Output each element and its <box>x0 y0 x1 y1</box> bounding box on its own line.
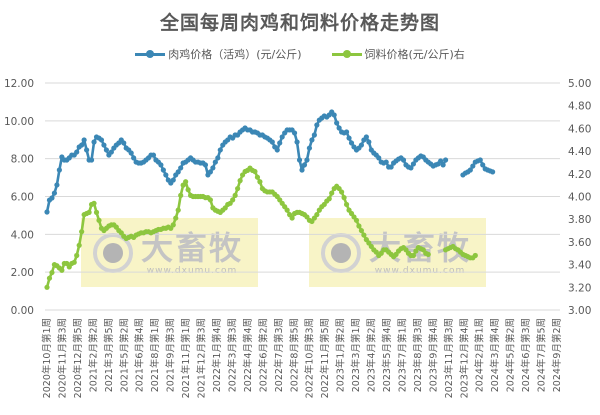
x-tick-label: 2024年5月第2周 <box>505 318 517 392</box>
y2-tick-label: 3.40 <box>568 260 591 272</box>
x-tick-label: 2023年5月第4周 <box>381 318 393 392</box>
y-tick-label: 0.00 <box>11 305 34 317</box>
watermark-url: www.dxumu.com <box>146 265 238 276</box>
x-tick-label: 2022年1月第4周 <box>211 318 223 392</box>
legend-label-feed: 饲料价格(元/公斤)右 <box>364 48 465 61</box>
x-tick-label: 2021年3月第5周 <box>103 318 115 392</box>
y2-tick-label: 3.80 <box>568 214 591 226</box>
x-tick-label: 2022年8月第5周 <box>288 318 300 392</box>
x-tick-label: 2023年1月第2周 <box>335 318 347 392</box>
x-tick-label: 2020年10月第1周 <box>41 318 53 398</box>
legend-label-chicken: 肉鸡价格（活鸡）(元/公斤) <box>168 48 302 61</box>
x-tick-label: 2020年11月第3周 <box>56 318 68 398</box>
y2-tick-label: 3.00 <box>568 305 591 317</box>
series-chicken-price <box>44 109 496 215</box>
series-lines <box>44 109 496 290</box>
y-axis-right: 3.00 3.20 3.40 3.60 3.80 4.00 4.20 4.40 4.60 4.80… <box>568 78 591 317</box>
x-tick-label: 2024年3月第4周 <box>489 318 501 392</box>
y-tick-label: 8.00 <box>11 154 34 166</box>
chart-title: 全国每周肉鸡和饲料价格走势图 <box>159 12 440 34</box>
y2-tick-label: 4.80 <box>568 101 591 113</box>
x-tick-label: 2023年12月第4周 <box>458 318 470 398</box>
y2-tick-label: 5.00 <box>568 78 591 90</box>
legend-item-feed: 饲料价格(元/公斤)右 <box>331 46 465 62</box>
watermark-brand: 大畜牧 <box>141 228 244 267</box>
watermark-1: 大畜牧 www.dxumu.com <box>81 218 258 287</box>
x-tick-label: 2021年2月第2周 <box>87 318 99 392</box>
x-tick-label: 2020年12月第5周 <box>72 318 84 398</box>
y2-tick-label: 4.00 <box>568 192 591 204</box>
x-tick-label: 2022年7月第3周 <box>273 318 285 392</box>
gridlines <box>45 82 560 311</box>
watermark-url: www.dxumu.com <box>374 265 466 276</box>
y2-tick-label: 4.60 <box>568 123 591 135</box>
x-tick-label: 2023年11月第3周 <box>443 318 455 398</box>
legend: 肉鸡价格（活鸡）(元/公斤) 饲料价格(元/公斤)右 <box>0 46 600 62</box>
legend-item-chicken: 肉鸡价格（活鸡）(元/公斤) <box>135 46 302 62</box>
legend-swatch-feed-icon <box>331 49 362 58</box>
y2-tick-label: 3.60 <box>568 237 591 249</box>
y-tick-label: 10.00 <box>4 116 34 128</box>
x-tick-label: 2021年8月第1周 <box>149 318 161 392</box>
x-tick-label: 2023年8月第3周 <box>412 318 424 392</box>
x-tick-label: 2023年3月第1周 <box>350 318 362 392</box>
x-tick-label: 2023年4月第2周 <box>366 318 378 392</box>
legend-swatch-chicken-icon <box>135 49 166 58</box>
x-tick-label: 2021年11月第1周 <box>180 318 192 398</box>
x-tick-label: 2022年4月第4周 <box>242 318 254 392</box>
x-tick-label: 2022年3月第3周 <box>226 318 238 392</box>
x-tick-label: 2024年9月第2周 <box>551 318 563 392</box>
x-tick-label: 2022年6月第2周 <box>257 318 269 392</box>
y-axis-left: 0.00 2.00 4.00 6.00 8.00 10.00 12.00 <box>4 78 34 317</box>
y-tick-label: 6.00 <box>11 192 34 204</box>
x-tick-label: 2024年7月第5周 <box>536 318 548 392</box>
x-tick-label: 2021年12月第3周 <box>196 318 208 398</box>
x-tick-label: 2024年6月第3周 <box>520 318 532 392</box>
y2-tick-label: 3.20 <box>568 282 591 294</box>
x-tick-label: 2022年11月第5周 <box>319 318 331 398</box>
y2-tick-label: 4.40 <box>568 146 591 158</box>
y-tick-label: 4.00 <box>11 229 34 241</box>
x-tick-label: 2021年6月第4周 <box>134 318 146 392</box>
x-tick-label: 2021年9月第3周 <box>165 318 177 392</box>
x-axis: 2020年10月第1周 2020年11月第3周 2020年12月第5周 2021年2月… <box>41 318 563 398</box>
y-tick-label: 12.00 <box>4 78 34 90</box>
y-tick-label: 2.00 <box>11 267 34 279</box>
y2-tick-label: 4.20 <box>568 169 591 181</box>
x-tick-label: 2022年10月第3周 <box>304 318 316 398</box>
x-tick-label: 2024年2月第1周 <box>474 318 486 392</box>
series-feed-price <box>44 165 478 290</box>
x-tick-label: 2023年9月第4周 <box>427 318 439 392</box>
x-tick-label: 2021年5月第2周 <box>118 318 130 392</box>
x-tick-label: 2023年7月第1周 <box>396 318 408 392</box>
